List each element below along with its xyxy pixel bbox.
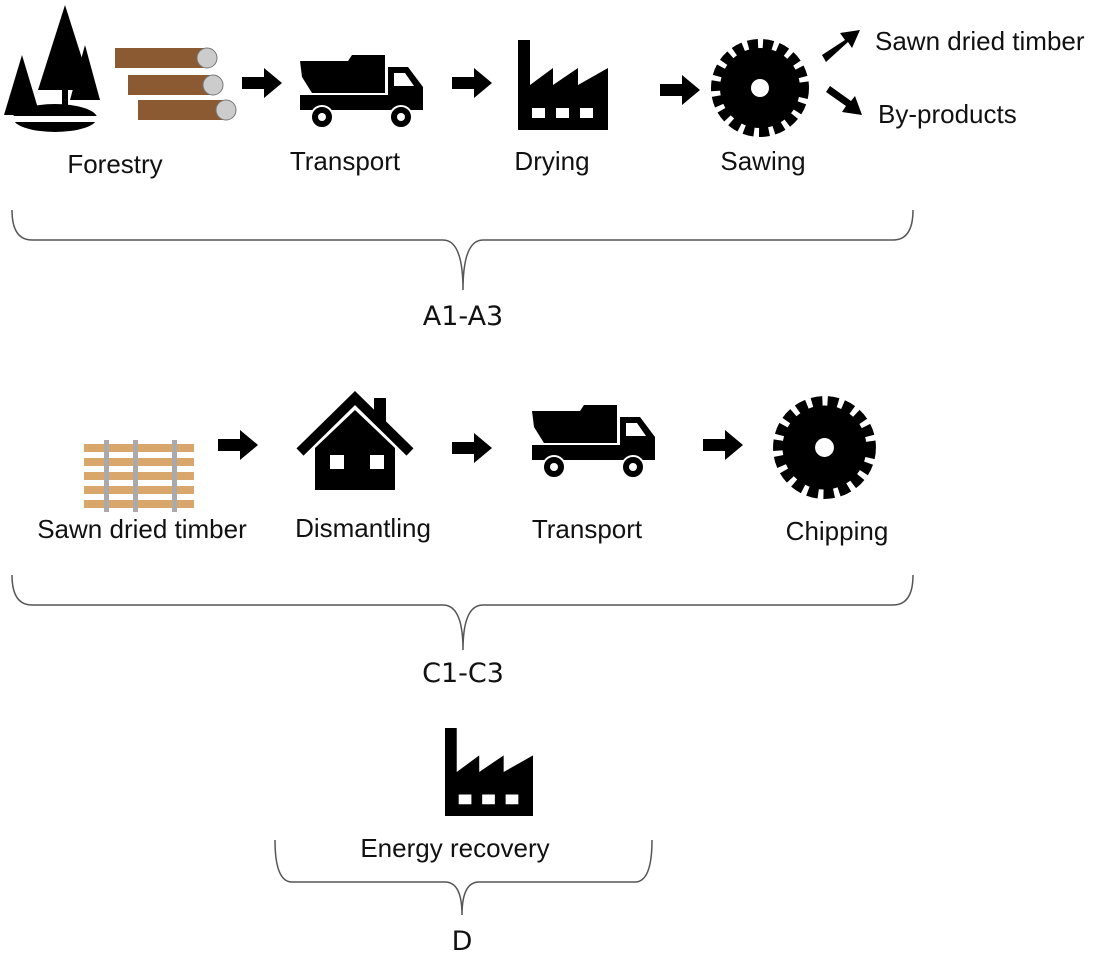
step-label: Transport <box>290 146 401 176</box>
brace <box>12 575 913 650</box>
house-icon <box>300 398 410 490</box>
step-label: Dismantling <box>295 513 431 543</box>
step-label: Transport <box>532 514 643 544</box>
arrow <box>452 68 492 98</box>
diagram: Forestry Transport Drying Sawing Sawn dr… <box>0 0 1112 953</box>
forest-icon <box>0 5 100 132</box>
saw-icon <box>716 44 804 132</box>
arrow <box>218 430 258 460</box>
stage-label: A1-A3 <box>423 301 503 332</box>
output-label: By-products <box>878 99 1017 129</box>
stage-label: C1-C3 <box>422 658 504 689</box>
arrow <box>452 433 492 463</box>
truck-icon <box>532 405 655 478</box>
truck-icon <box>300 55 423 128</box>
step-label: Forestry <box>67 149 162 179</box>
output-label: Sawn dried timber <box>875 26 1085 56</box>
arrow <box>826 86 862 115</box>
arrow <box>660 75 700 105</box>
stage-label: D <box>452 926 473 953</box>
step-label: Energy recovery <box>360 833 549 863</box>
logs-icon <box>115 48 236 120</box>
arrow <box>822 30 860 62</box>
factory-icon <box>518 40 608 130</box>
factory-icon <box>445 728 533 816</box>
timber-icon <box>84 440 194 512</box>
step-label: Drying <box>514 146 589 176</box>
arrow <box>703 430 743 460</box>
arrow <box>242 68 282 98</box>
brace <box>12 210 913 290</box>
saw-icon <box>778 401 870 493</box>
step-label: Sawn dried timber <box>37 514 247 544</box>
step-label: Sawing <box>720 146 805 176</box>
step-label: Chipping <box>786 516 889 546</box>
